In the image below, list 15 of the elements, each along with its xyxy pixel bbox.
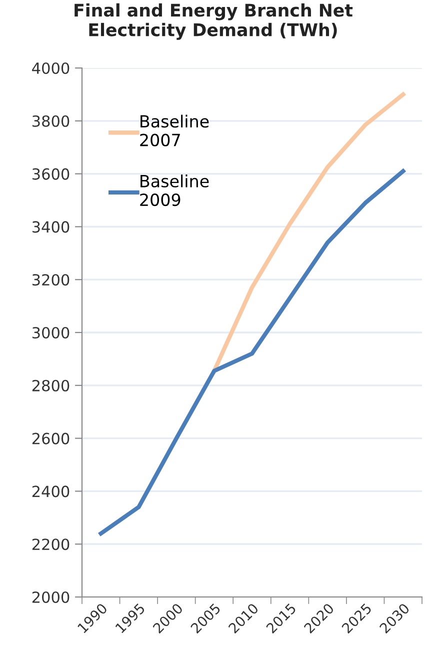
line-series	[98, 169, 406, 536]
y-tick-label: 3400	[32, 221, 70, 233]
y-tick-label: 3200	[32, 274, 70, 286]
y-tick-label: 2800	[32, 380, 70, 392]
y-tick-label: 4000	[32, 62, 70, 74]
y-tick-label: 2600	[32, 432, 70, 444]
y-tick-label: 3800	[32, 115, 70, 127]
legend-label: Baseline 2009	[140, 174, 209, 206]
y-tick-label: 3600	[32, 168, 70, 180]
y-tick-label: 3000	[32, 326, 70, 339]
legend-label: Baseline 2007	[140, 114, 209, 146]
y-tick-label: 2200	[32, 538, 70, 550]
chart-title: Final and Energy Branch Net Electricity Demand (TWh)	[74, 3, 353, 40]
y-tick-label: 2000	[32, 591, 70, 604]
y-tick-label: 2400	[32, 486, 70, 498]
